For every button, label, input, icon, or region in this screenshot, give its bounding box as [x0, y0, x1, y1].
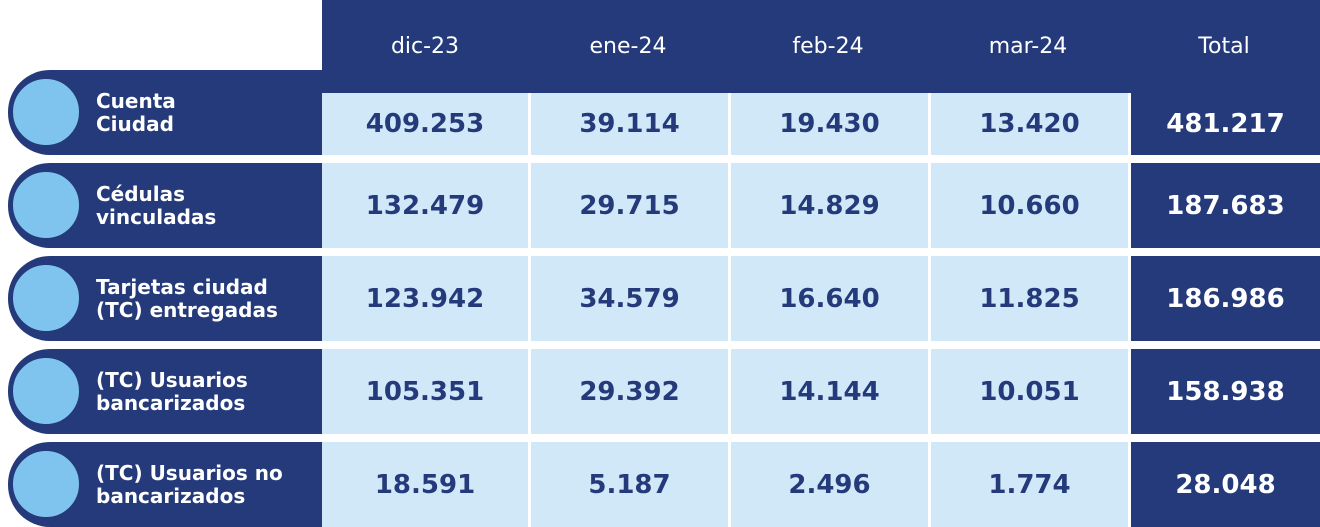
row-label: Cédulas vinculadas	[96, 181, 320, 229]
total-cell: 481.217	[1131, 93, 1320, 155]
row-label: (TC) Usuarios bancarizados	[96, 367, 320, 415]
total-cell: 187.683	[1131, 163, 1320, 248]
data-cell: 409.253	[322, 93, 528, 155]
data-cell: 13.420	[931, 93, 1128, 155]
row-icon	[10, 76, 82, 148]
row-icon	[10, 169, 82, 241]
data-cell: 10.051	[931, 349, 1128, 434]
row-label-line: vinculadas	[96, 204, 217, 229]
data-cell: 29.715	[531, 163, 728, 248]
data-cell: 105.351	[322, 349, 528, 434]
data-cell: 14.144	[731, 349, 928, 434]
data-cell: 34.579	[531, 256, 728, 341]
row-label-line: Ciudad	[96, 111, 174, 136]
data-cell: 39.114	[531, 93, 728, 155]
header-band	[322, 0, 1320, 93]
row-label-line: Tarjetas ciudad	[96, 274, 268, 299]
data-cell: 29.392	[531, 349, 728, 434]
row-label-line: (TC) entregadas	[96, 297, 278, 322]
row-label: Tarjetas ciudad (TC) entregadas	[96, 274, 320, 322]
column-header: dic-23	[390, 34, 460, 59]
row-label: (TC) Usuarios no bancarizados	[96, 460, 320, 508]
data-cell: 5.187	[531, 442, 728, 527]
row-label-line: bancarizados	[96, 483, 246, 508]
row-label-line: Cédulas	[96, 181, 186, 206]
row-icon	[10, 355, 82, 427]
row-label-line: bancarizados	[96, 390, 246, 415]
column-header: feb-24	[792, 34, 864, 59]
data-cell: 132.479	[322, 163, 528, 248]
data-cell: 10.660	[931, 163, 1128, 248]
row-icon	[10, 262, 82, 334]
column-header: Total	[1198, 34, 1250, 59]
column-header: ene-24	[589, 34, 667, 59]
row-label-line: (TC) Usuarios	[96, 367, 248, 392]
data-cell: 18.591	[322, 442, 528, 527]
data-cell: 11.825	[931, 256, 1128, 341]
data-cell: 19.430	[731, 93, 928, 155]
data-cell: 14.829	[731, 163, 928, 248]
row-label: Cuenta Ciudad	[96, 88, 320, 136]
row-icon	[10, 448, 82, 520]
data-cell: 1.774	[931, 442, 1128, 527]
column-header: mar-24	[988, 34, 1068, 59]
row-label-line: Cuenta	[96, 88, 176, 113]
data-cell: 2.496	[731, 442, 928, 527]
data-cell: 16.640	[731, 256, 928, 341]
total-cell: 158.938	[1131, 349, 1320, 434]
total-cell: 28.048	[1131, 442, 1320, 527]
data-cell: 123.942	[322, 256, 528, 341]
total-cell: 186.986	[1131, 256, 1320, 341]
row-label-line: (TC) Usuarios no	[96, 460, 283, 485]
